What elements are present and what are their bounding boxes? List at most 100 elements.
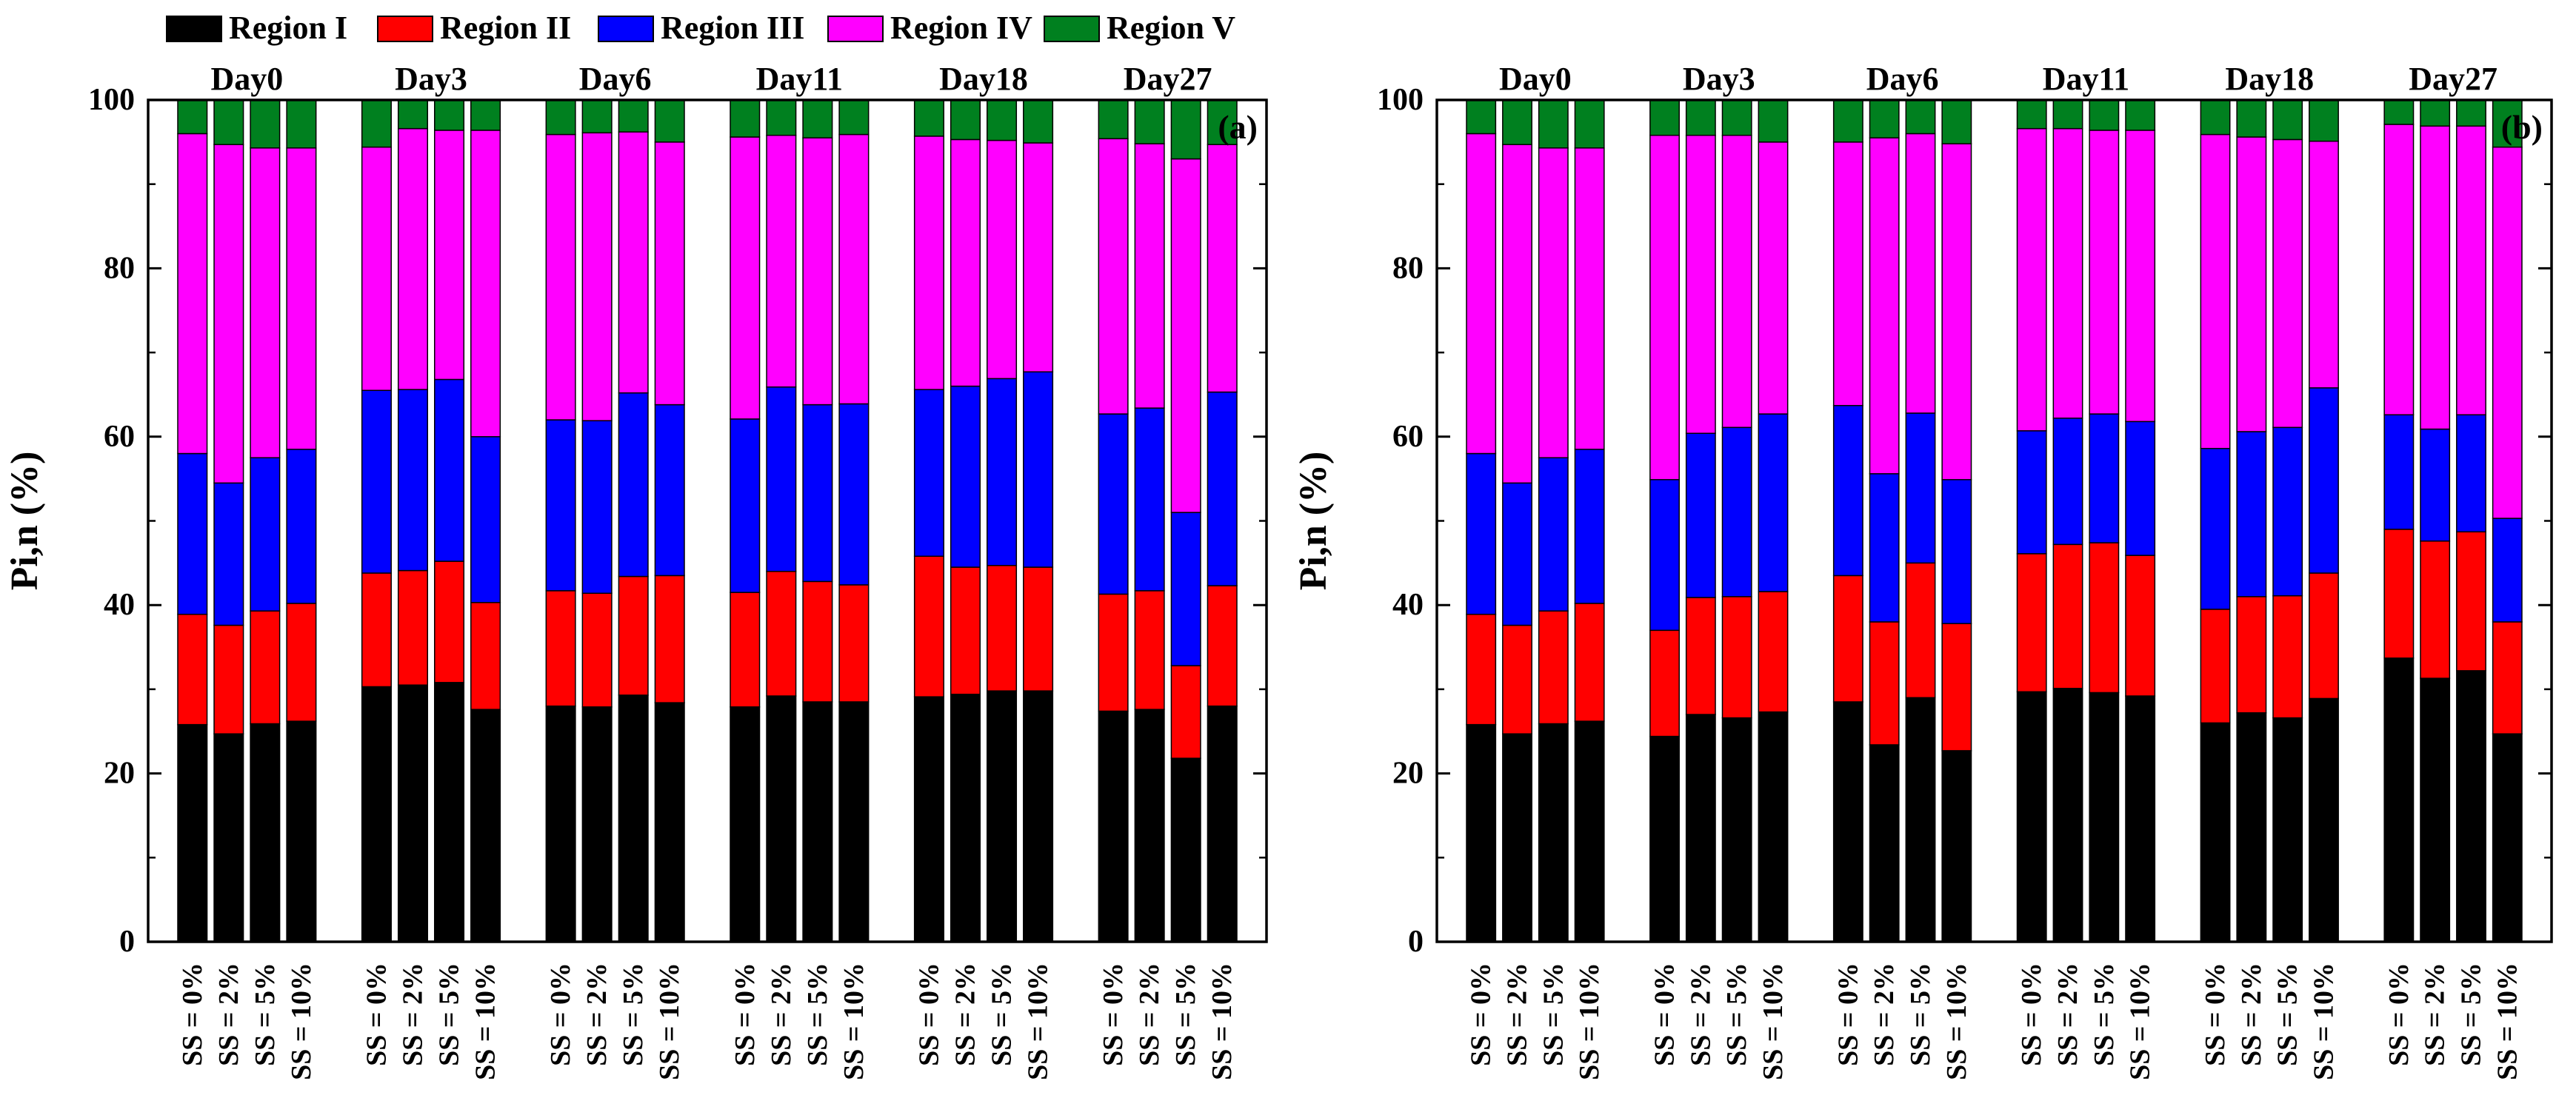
chart-0-bar-day11-ss-2-region-iv [766,135,797,388]
chart-1-bar-day0-ss-5-region-i [1538,723,1569,943]
chart-0-bar-day11-ss-0-region-ii [730,592,761,708]
chart-1-bar-day27-ss-10-region-i [2492,733,2523,943]
chart-0-bar-day0-ss-10-region-i [286,720,317,943]
chart-1-bar-day0-ss-2-region-ii [1502,624,1532,734]
chart-0-bar-day6-ss-5-region-iv [618,131,649,394]
chart-1-bar-day11-ss-5-region-iv [2089,130,2120,415]
legend-label-region-i: Region I [229,10,347,46]
chart-1-bar-day27-ss-10-region-v [2492,99,2523,148]
chart-0-bar-day11-ss-2-region-v [766,99,797,136]
chart-1-bar-day6-ss-2-region-iii [1869,473,1900,623]
chart-0-bar-day6-ss-0-region-iv [545,133,576,421]
chart-1-bar-day11-ss-10-region-v [2125,99,2156,131]
legend-swatch-region-iii [598,16,654,42]
chart-0-bar-day11-ss-0-region-v [730,99,761,138]
chart-0-bar-day18-ss-5-region-ii [986,565,1018,692]
chart-1-bar-day6-ss-10-region-i [1941,750,1972,943]
chart-1-bar-day11-ss-0-region-iii [2016,430,2047,555]
chart-1-bar-day0-ss-10-region-i [1574,720,1605,943]
chart-1-bar-day18-ss-5-region-ii [2272,595,2303,719]
chart-0-bar-day18-ss-2-region-i [950,693,981,943]
chart-0-panel-label: (a) [1218,108,1258,146]
chart-1-bar-day18-ss-2-region-iii [2236,431,2267,598]
chart-0-bar-day18-ss-10-region-ii [1023,566,1054,692]
chart-0-bar-day27-ss-10-region-v [1207,99,1238,146]
chart-1-panel-label: (b) [2501,108,2543,146]
chart-1-bar-day11-ss-5-region-i [2089,692,2120,943]
chart-1-bar-day27-ss-2-region-iii [2420,428,2451,542]
chart-1-bar-day6-ss-10-region-iv [1941,143,1972,481]
chart-1-bar-day11-ss-2-region-v [2052,99,2083,130]
chart-0-bar-day0-ss-2-region-ii [213,624,244,734]
chart-1-bar-day0-ss-5-region-iii [1538,457,1569,612]
chart-0-bar-day3-ss-0-region-iv [361,146,392,392]
chart-1-group-label-day6: Day6 [1866,61,1939,97]
chart-0-bar-day0-ss-5-region-v [250,99,281,149]
chart-0-bar-day0-ss-10-region-ii [286,603,317,722]
chart-1-bar-day18-ss-2-region-ii [2236,596,2267,714]
chart-0-group-label-day0: Day0 [210,61,283,97]
chart-0-bar-day18-ss-5-region-iii [986,378,1018,566]
chart-1-bar-day6-ss-10-region-v [1941,99,1972,144]
chart-1-bar-day18-ss-5-region-iii [2272,426,2303,597]
chart-1-bar-day6-ss-5-region-v [1905,99,1936,135]
chart-1-bar-day18-ss-2-region-v [2236,99,2267,138]
chart-0-bar-day0-ss-5-region-iv [250,147,281,458]
chart-0-bar-day0-ss-10-region-v [286,99,317,149]
chart-0-bar-day27-ss-10-region-iv [1207,144,1238,393]
chart-1-category-label-day3-ss-5: SS = 5% [1721,963,1752,1066]
chart-1-group-label-day18: Day18 [2225,61,2314,97]
chart-0-category-label-day18-ss-10: SS = 10% [1023,963,1054,1080]
chart-1-bar-day11-ss-2-region-ii [2052,543,2083,689]
chart-0-bar-day18-ss-10-region-i [1023,690,1054,943]
chart-0-bar-day11-ss-5-region-v [802,99,833,138]
chart-0-category-label-day27-ss-0: SS = 0% [1098,963,1129,1066]
chart-1-bar-day0-ss-0-region-ii [1466,613,1497,726]
chart-0-group-label-day18: Day18 [939,61,1028,97]
chart-0-bar-day0-ss-0-region-ii [177,613,208,726]
chart-0-bar-day0-ss-0-region-iv [177,133,208,455]
chart-1-bar-day18-ss-0-region-ii [2200,609,2231,724]
legend-label-region-ii: Region II [440,10,571,46]
chart-0-bar-day18-ss-5-region-iv [986,139,1018,380]
chart-0-bar-day3-ss-10-region-ii [470,602,501,710]
chart-1-bar-day27-ss-5-region-i [2456,670,2486,943]
chart-1-bar-day6-ss-2-region-i [1869,744,1900,943]
chart-0-bar-day6-ss-2-region-ii [581,592,613,708]
chart-0-bar-day3-ss-2-region-iii [397,389,429,572]
chart-0-bar-day27-ss-5-region-i [1170,757,1201,943]
legend-label-region-iii: Region III [661,10,804,46]
chart-0-bar-day0-ss-5-region-iii [250,457,281,612]
legend-swatch-region-i [166,16,222,42]
chart-0-bar-day3-ss-2-region-i [397,684,429,943]
chart-1-bar-day11-ss-2-region-i [2052,688,2083,943]
chart-1-ytick-label-60: 60 [1392,420,1424,454]
chart-0-bar-day18-ss-10-region-v [1023,99,1054,144]
chart-1-bar-day11-ss-5-region-ii [2089,542,2120,694]
chart-1-category-label-day27-ss-0: SS = 0% [2383,963,2415,1066]
chart-1-bar-day18-ss-10-region-i [2309,697,2339,943]
chart-0-bar-day27-ss-2-region-ii [1134,590,1165,710]
chart-0-bar-day27-ss-5-region-iii [1170,512,1201,666]
chart-0-bar-day27-ss-5-region-v [1170,99,1201,160]
chart-0-bar-day3-ss-5-region-v [433,99,465,131]
chart-0-category-label-day3-ss-10: SS = 10% [470,963,501,1080]
chart-0-bar-day6-ss-0-region-iii [545,419,576,592]
chart-1-bar-day3-ss-10-region-ii [1758,591,1789,713]
chart-1-category-label-day0-ss-2: SS = 2% [1502,963,1533,1066]
chart-0-bar-day27-ss-0-region-iv [1098,138,1129,415]
chart-1-bar-day6-ss-0-region-iii [1832,404,1863,577]
chart-1-bar-day11-ss-5-region-v [2089,99,2120,131]
chart-1-category-label-day0-ss-0: SS = 0% [1466,963,1497,1066]
chart-0-category-label-day3-ss-0: SS = 0% [361,963,392,1066]
chart-1-category-label-day3-ss-10: SS = 10% [1758,963,1789,1080]
chart-0-bar-day3-ss-10-region-iii [470,436,501,603]
chart-1-bar-day3-ss-10-region-iv [1758,141,1789,415]
chart-0-bar-day6-ss-10-region-iv [654,141,685,406]
chart-0-bar-day0-ss-0-region-i [177,723,208,943]
chart-0-category-label-day0-ss-5: SS = 5% [250,963,281,1066]
chart-1-bar-day11-ss-10-region-iii [2125,421,2156,556]
chart-0-bar-day6-ss-5-region-iii [618,392,649,578]
chart-0-bar-day3-ss-0-region-i [361,686,392,943]
chart-1-bar-day27-ss-2-region-ii [2420,540,2451,679]
